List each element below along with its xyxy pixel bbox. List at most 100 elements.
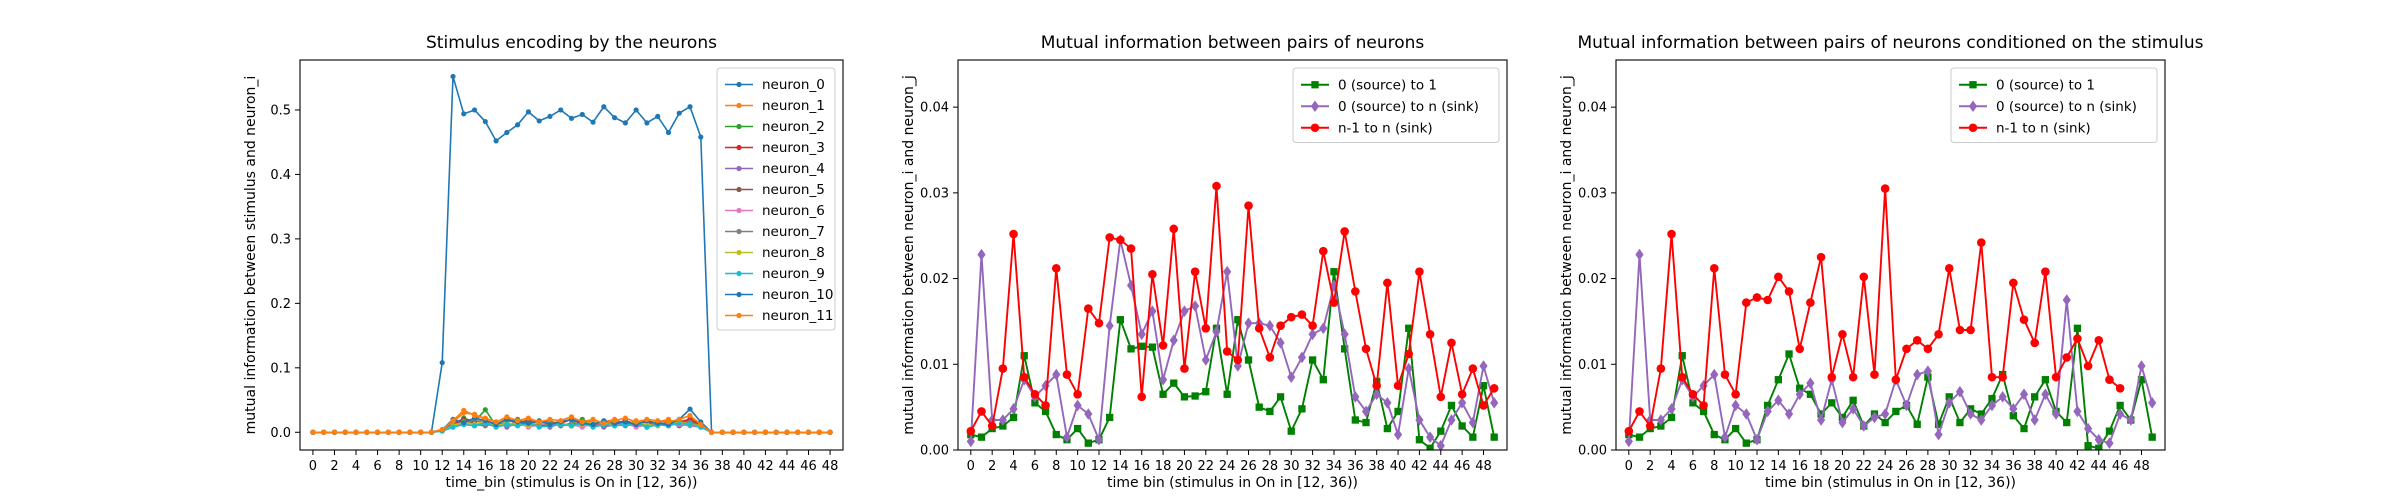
- data-point: [1137, 392, 1147, 402]
- data-point: [1934, 428, 1943, 441]
- data-point: [450, 418, 456, 424]
- data-point: [1785, 350, 1793, 358]
- data-point: [1148, 343, 1157, 351]
- data-point: [525, 420, 532, 426]
- data-point: [1308, 356, 1317, 364]
- data-point: [1405, 324, 1413, 332]
- data-point: [827, 429, 833, 435]
- data-point: [1731, 399, 1740, 412]
- data-point: [1201, 354, 1210, 366]
- data-point: [1159, 390, 1167, 398]
- data-point: [1848, 372, 1858, 382]
- data-point: [1105, 319, 1114, 332]
- data-point: [1998, 372, 2007, 382]
- data-point: [2062, 294, 2071, 306]
- data-point: [2009, 278, 2018, 288]
- data-point: [1479, 360, 1488, 372]
- data-point: [644, 416, 650, 422]
- data-point: [515, 122, 521, 128]
- x-tick-label: 16: [1791, 459, 1808, 474]
- series-0-source-to-1: [967, 268, 1498, 450]
- data-point: [1286, 312, 1296, 322]
- legend-label: n-1 to n (sink): [1996, 120, 2091, 136]
- series-0-source-to-n-sink-: [966, 234, 1499, 450]
- data-point: [655, 113, 661, 120]
- data-point: [1265, 353, 1275, 362]
- x-tick-label: 20: [1176, 459, 1193, 474]
- data-point: [601, 420, 607, 426]
- data-point: [1966, 325, 1975, 335]
- data-point: [482, 407, 488, 413]
- data-point: [1361, 344, 1371, 354]
- x-tick-label: 10: [1069, 459, 1086, 474]
- x-tick-label: 44: [779, 459, 796, 474]
- data-point: [1393, 428, 1403, 441]
- data-point: [2137, 360, 2146, 372]
- data-point: [590, 416, 596, 422]
- data-point: [1806, 390, 1815, 398]
- x-tick-label: 44: [1433, 459, 1450, 474]
- data-point: [1924, 373, 1932, 381]
- x-tick-label: 30: [1941, 459, 1958, 474]
- data-point: [687, 421, 693, 428]
- legend-label: neuron_9: [762, 266, 825, 282]
- x-axis-label: time bin (stimulus in On in [12, 36)): [1107, 475, 1358, 491]
- legend-swatch-marker: [736, 123, 742, 130]
- y-tick-label: 0.04: [920, 101, 949, 116]
- data-point: [977, 433, 986, 441]
- data-point: [353, 429, 359, 435]
- data-point: [342, 429, 348, 435]
- data-point: [1490, 397, 1499, 409]
- data-point: [1254, 323, 1264, 333]
- data-point: [1244, 201, 1253, 211]
- y-tick-label: 0.0: [270, 426, 291, 441]
- legend-swatch-marker: [736, 144, 742, 151]
- data-point: [611, 418, 618, 424]
- data-point: [2041, 376, 2050, 384]
- data-point: [2031, 393, 2039, 401]
- legend-swatch-marker: [736, 312, 742, 319]
- data-point: [1806, 298, 1815, 307]
- data-point: [1308, 321, 1317, 331]
- legend-swatch-marker: [736, 291, 742, 298]
- legend-swatch-marker: [1310, 123, 1320, 133]
- data-point: [1806, 377, 1815, 389]
- data-point: [590, 421, 596, 428]
- data-point: [1902, 344, 1911, 354]
- data-point: [762, 429, 769, 435]
- x-tick-label: 40: [1390, 459, 1407, 474]
- data-point: [687, 412, 693, 419]
- data-point: [1977, 414, 1986, 426]
- data-point: [1849, 396, 1857, 404]
- data-point: [310, 429, 316, 435]
- data-point: [999, 422, 1007, 430]
- data-point: [1763, 295, 1772, 305]
- data-point: [407, 429, 413, 435]
- data-point: [2105, 437, 2114, 449]
- y-tick-label: 0.01: [1578, 358, 1607, 373]
- data-point: [568, 423, 575, 429]
- y-axis-label: mutual information between stimulus and …: [243, 76, 259, 435]
- x-tick-label: 26: [1898, 459, 1915, 474]
- x-tick-label: 46: [2112, 459, 2129, 474]
- data-point: [1415, 267, 1424, 277]
- x-tick-label: 14: [455, 459, 472, 474]
- data-point: [1351, 416, 1359, 424]
- data-point: [439, 360, 445, 366]
- data-point: [1742, 408, 1751, 420]
- x-tick-label: 12: [1749, 459, 1766, 474]
- legend-swatch-marker: [1968, 100, 1978, 113]
- data-point: [1742, 298, 1751, 307]
- data-point: [1041, 379, 1050, 392]
- data-point: [687, 406, 693, 412]
- data-point: [1020, 352, 1028, 360]
- data-point: [1880, 184, 1890, 193]
- x-tick-label: 38: [714, 459, 731, 474]
- data-point: [428, 429, 435, 435]
- data-point: [1137, 328, 1146, 341]
- chart-3: Mutual information between pairs of neur…: [1559, 33, 2204, 491]
- data-point: [1287, 427, 1295, 435]
- data-point: [1817, 410, 1825, 418]
- data-point: [633, 419, 639, 425]
- x-tick-label: 12: [434, 459, 451, 474]
